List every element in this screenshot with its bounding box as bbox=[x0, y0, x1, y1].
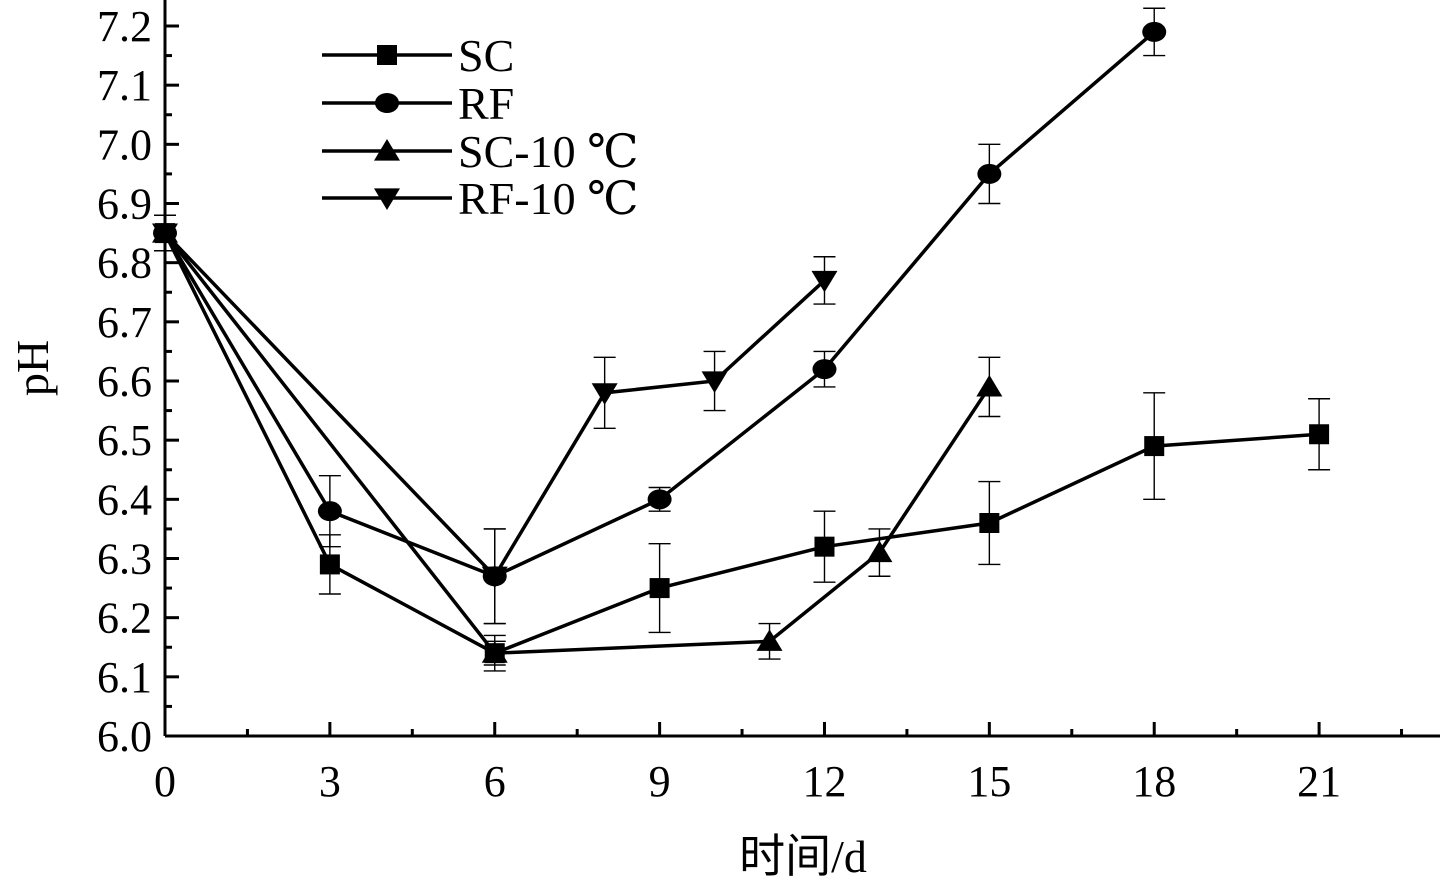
x-tick-label: 21 bbox=[1297, 757, 1341, 806]
square-marker bbox=[377, 45, 397, 65]
circle-marker bbox=[1142, 21, 1167, 42]
legend-label: RF-10 ℃ bbox=[458, 173, 639, 224]
x-tick-label: 6 bbox=[484, 757, 506, 806]
circle-marker bbox=[647, 489, 672, 510]
circle-marker bbox=[812, 359, 837, 380]
triangle-up-marker bbox=[866, 540, 893, 563]
series-2 bbox=[152, 214, 1003, 672]
y-tick-label: 7.1 bbox=[97, 61, 152, 110]
circle-marker bbox=[977, 163, 1002, 184]
x-tick-label: 15 bbox=[967, 757, 1011, 806]
x-tick-label: 9 bbox=[649, 757, 671, 806]
x-tick-label: 18 bbox=[1132, 757, 1176, 806]
triangle-up-marker bbox=[374, 139, 400, 161]
square-marker bbox=[319, 554, 340, 575]
y-axis-title: pH bbox=[7, 340, 58, 396]
x-tick-label: 3 bbox=[319, 757, 341, 806]
square-marker bbox=[814, 536, 835, 557]
legend-item: SC-10 ℃ bbox=[322, 126, 639, 177]
axes: 0 3 6 9 12 15 18 21 6.0 6.1 6.2 6.3 6.4 6.5 6.6 6.7 6.8 6… bbox=[97, 0, 1440, 806]
triangle-down-marker bbox=[591, 383, 618, 405]
series-3 bbox=[152, 214, 838, 625]
series-line bbox=[163, 231, 826, 580]
legend-item: RF-10 ℃ bbox=[322, 173, 639, 224]
triangle-down-marker bbox=[481, 566, 508, 589]
square-marker bbox=[979, 513, 1000, 533]
y-tick-label: 6.9 bbox=[97, 180, 152, 229]
x-axis-title: 时间/d bbox=[739, 831, 867, 882]
legend-item: SC bbox=[322, 30, 514, 81]
square-marker bbox=[1144, 436, 1165, 457]
triangle-up-marker bbox=[481, 641, 508, 663]
series-0 bbox=[154, 214, 1331, 666]
x-tick-label: 0 bbox=[154, 757, 176, 806]
triangle-down-marker bbox=[152, 223, 178, 246]
circle-marker bbox=[375, 93, 399, 113]
legend-label: RF bbox=[458, 78, 514, 129]
y-tick-label: 6.2 bbox=[97, 594, 152, 643]
legend-item: RF bbox=[322, 78, 514, 129]
y-tick-label: 6.5 bbox=[97, 416, 152, 465]
legend-label: SC-10 ℃ bbox=[458, 126, 639, 177]
series-line bbox=[163, 232, 1320, 656]
circle-marker bbox=[317, 501, 342, 522]
y-tick-label: 6.8 bbox=[97, 239, 152, 288]
triangle-down-marker bbox=[811, 270, 838, 293]
y-tick-label: 6.7 bbox=[97, 298, 152, 347]
y-tick-label: 6.6 bbox=[97, 357, 152, 406]
y-tick-label: 6.0 bbox=[97, 712, 152, 761]
y-tick-label: 6.4 bbox=[97, 475, 152, 524]
triangle-up-marker bbox=[756, 629, 783, 651]
legend-label: SC bbox=[458, 30, 514, 81]
square-marker bbox=[1309, 424, 1330, 445]
series-1 bbox=[153, 7, 1167, 625]
x-tick-label: 12 bbox=[802, 757, 846, 806]
triangle-down-marker bbox=[701, 371, 728, 393]
y-tick-label: 6.1 bbox=[97, 653, 152, 702]
series-layer bbox=[152, 7, 1331, 672]
y-tick-label: 7.2 bbox=[97, 2, 152, 51]
triangle-down-marker bbox=[374, 188, 400, 210]
square-marker bbox=[649, 578, 670, 599]
triangle-up-marker bbox=[976, 374, 1003, 397]
y-tick-label: 6.3 bbox=[97, 535, 152, 584]
y-tick-label: 7.0 bbox=[97, 120, 152, 169]
